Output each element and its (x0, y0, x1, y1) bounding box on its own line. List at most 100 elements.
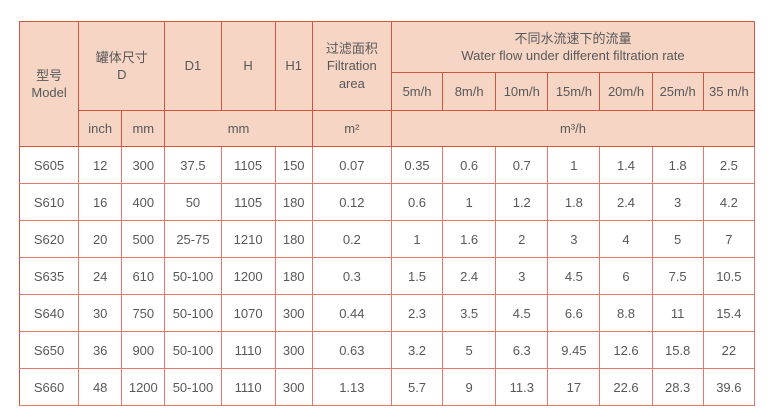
cell-inch: 36 (78, 331, 123, 369)
cell-area: 0.44 (311, 294, 392, 332)
table-row: S660 48 1200 50-100 1110 300 1.13 5.7 9 … (18, 368, 756, 406)
header-cell-tank-size: 罐体尺寸 D (78, 21, 166, 111)
cell-flow: 11.3 (495, 368, 549, 406)
cell-flow: 15.4 (702, 294, 756, 332)
header-cell-flow-rate-10: 10m/h (495, 72, 549, 111)
cell-flow: 3 (547, 220, 601, 258)
cell-flow: 2.4 (442, 257, 497, 295)
header-row-flow-rates: 5m/h 8m/h 10m/h 15m/h 20m/h 25m/h 35 m/h (20, 72, 756, 111)
cell-area: 0.07 (311, 146, 392, 184)
cell-h: 1110 (220, 331, 276, 369)
cell-model: S635 (18, 257, 80, 295)
header-cell-flow-title: 不同水流速下的流量 Water flow under different fil… (390, 21, 756, 73)
cell-flow: 2 (495, 220, 549, 258)
header-cell-flow-rate-20: 20m/h (599, 72, 653, 111)
cell-flow: 8.8 (599, 294, 653, 332)
cell-inch: 30 (78, 294, 123, 332)
cell-flow: 2.3 (390, 294, 444, 332)
cell-mm: 900 (121, 331, 166, 369)
cell-h1: 300 (274, 368, 313, 406)
cell-flow: 0.6 (442, 146, 497, 184)
cell-flow: 4.2 (702, 183, 756, 221)
cell-h1: 180 (274, 220, 313, 258)
table-row: S640 30 750 50-100 1070 300 0.44 2.3 3.5… (18, 294, 756, 332)
cell-h1: 150 (274, 146, 313, 184)
cell-model: S640 (18, 294, 80, 332)
cell-mm: 750 (121, 294, 166, 332)
cell-flow: 2.5 (702, 146, 756, 184)
cell-flow: 1.4 (599, 146, 653, 184)
cell-model: S620 (18, 220, 80, 258)
cell-h: 1110 (220, 368, 276, 406)
cell-flow: 12.6 (599, 331, 653, 369)
cell-flow: 9 (442, 368, 497, 406)
cell-flow: 22 (702, 331, 756, 369)
cell-h: 1105 (220, 183, 276, 221)
cell-flow: 4.5 (547, 257, 601, 295)
header-cell-flow-rate-35: 35 m/h (702, 72, 756, 111)
header-row-main: 型号 Model 罐体尺寸 D D1 H H1 过滤面积 Filtration … (18, 21, 756, 147)
cell-h1: 300 (274, 294, 313, 332)
cell-flow: 6.3 (495, 331, 549, 369)
cell-d1: 50-100 (164, 257, 222, 295)
cell-flow: 3 (495, 257, 549, 295)
cell-flow: 3 (651, 183, 704, 221)
cell-flow: 6.6 (547, 294, 601, 332)
unit-cell-inch: inch (78, 110, 123, 147)
cell-area: 0.63 (311, 331, 392, 369)
cell-h: 1105 (220, 146, 276, 184)
cell-flow: 1 (442, 183, 497, 221)
cell-model: S610 (18, 183, 80, 221)
header-cell-model: 型号 Model (18, 21, 80, 147)
cell-flow: 4 (599, 220, 653, 258)
cell-mm: 300 (121, 146, 166, 184)
cell-flow: 15.8 (651, 331, 704, 369)
cell-flow: 1.8 (547, 183, 601, 221)
cell-inch: 24 (78, 257, 123, 295)
cell-flow: 5 (442, 331, 497, 369)
cell-model: S660 (18, 368, 80, 406)
header-cell-flow-rate-25: 25m/h (651, 72, 704, 111)
cell-mm: 1200 (121, 368, 166, 406)
unit-cell-m2: m² (311, 110, 392, 147)
cell-d1: 50 (164, 183, 222, 221)
table-row: S650 36 900 50-100 1110 300 0.63 3.2 5 6… (18, 331, 756, 369)
table-row: S610 16 400 50 1105 180 0.12 0.6 1 1.2 1… (18, 183, 756, 221)
cell-flow: 0.6 (390, 183, 444, 221)
cell-model: S605 (18, 146, 80, 184)
cell-flow: 1 (390, 220, 444, 258)
cell-d1: 50-100 (164, 368, 222, 406)
cell-flow: 17 (547, 368, 601, 406)
cell-inch: 12 (78, 146, 123, 184)
header-cell-flow-rate-8: 8m/h (442, 72, 497, 111)
cell-flow: 2.4 (599, 183, 653, 221)
cell-flow: 1.6 (442, 220, 497, 258)
cell-area: 0.3 (311, 257, 392, 295)
cell-inch: 16 (78, 183, 123, 221)
header-cell-flow-rate-5: 5m/h (390, 72, 444, 111)
cell-inch: 20 (78, 220, 123, 258)
cell-area: 0.2 (311, 220, 392, 258)
table-row: S635 24 610 50-100 1200 180 0.3 1.5 2.4 … (18, 257, 756, 295)
header-cell-h: H (220, 21, 276, 111)
header-cell-h1: H1 (274, 21, 313, 111)
cell-flow: 39.6 (702, 368, 756, 406)
cell-flow: 3.5 (442, 294, 497, 332)
cell-h: 1070 (220, 294, 276, 332)
cell-flow: 4.5 (495, 294, 549, 332)
cell-h1: 180 (274, 257, 313, 295)
cell-d1: 50-100 (164, 294, 222, 332)
cell-h1: 180 (274, 183, 313, 221)
cell-flow: 1.2 (495, 183, 549, 221)
cell-flow: 3.2 (390, 331, 444, 369)
filtration-spec-table: 型号 Model 罐体尺寸 D D1 H H1 过滤面积 Filtration … (18, 21, 756, 406)
cell-flow: 7 (702, 220, 756, 258)
header-cell-flow-rate-15: 15m/h (547, 72, 601, 111)
cell-flow: 1.8 (651, 146, 704, 184)
cell-mm: 400 (121, 183, 166, 221)
header-row-units: inch mm mm m² m³/h (20, 110, 756, 147)
cell-flow: 1.5 (390, 257, 444, 295)
cell-area: 1.13 (311, 368, 392, 406)
cell-model: S650 (18, 331, 80, 369)
cell-h: 1210 (220, 220, 276, 258)
